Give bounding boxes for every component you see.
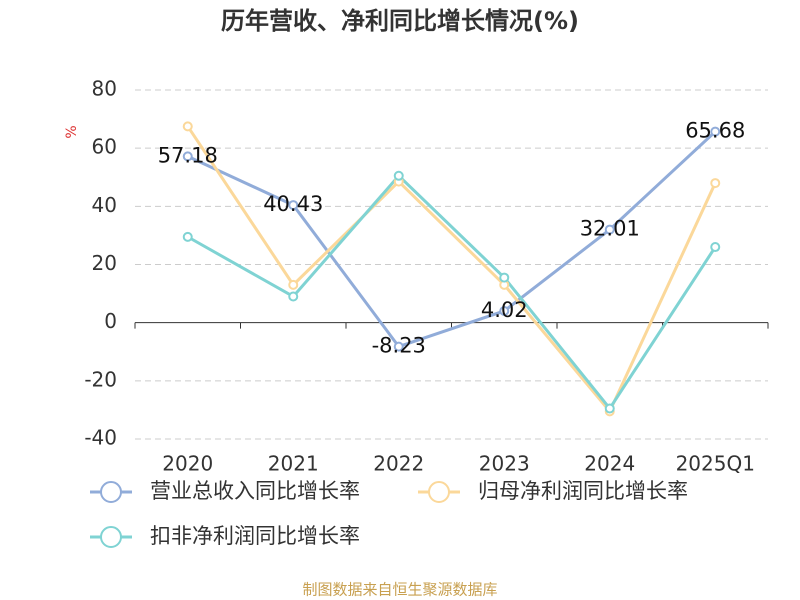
data-point xyxy=(288,291,299,302)
y-tick-label: 40 xyxy=(92,193,117,217)
series-line xyxy=(187,173,717,412)
y-tick-label: -20 xyxy=(84,367,117,391)
data-label: 57.18 xyxy=(158,143,218,167)
source-note: 制图数据来自恒生聚源数据库 xyxy=(302,581,497,599)
data-label: 32.01 xyxy=(580,217,640,241)
y-tick-label: 60 xyxy=(92,135,117,159)
x-tick-label: 2023 xyxy=(479,452,530,476)
y-tick-label: -40 xyxy=(84,426,117,450)
data-point xyxy=(288,200,299,211)
data-point xyxy=(182,121,193,132)
legend-label: 营业总收入同比增长率 xyxy=(150,479,360,503)
data-point xyxy=(604,403,615,414)
legend-marker xyxy=(100,481,122,503)
legend-label: 归母净利润同比增长率 xyxy=(478,479,688,503)
x-tick-label: 2020 xyxy=(162,452,213,476)
data-label: 4.02 xyxy=(481,298,528,322)
data-point xyxy=(182,231,193,242)
data-point xyxy=(499,305,510,316)
y-tick-label: 20 xyxy=(92,251,117,275)
x-tick-label: 2025Q1 xyxy=(676,452,755,476)
series-line xyxy=(187,130,717,349)
data-point xyxy=(710,126,721,137)
data-label: -8.23 xyxy=(372,334,426,358)
data-point xyxy=(710,178,721,189)
data-point xyxy=(288,279,299,290)
y-tick-label: 80 xyxy=(92,77,117,101)
legend-label: 扣非净利润同比增长率 xyxy=(150,524,360,548)
y-tick-label: 0 xyxy=(104,309,117,333)
x-tick-label: 2024 xyxy=(584,452,635,476)
x-tick-label: 2021 xyxy=(268,452,319,476)
legend-marker xyxy=(100,526,122,548)
data-point xyxy=(393,170,404,181)
data-label: 40.43 xyxy=(263,192,323,216)
data-point xyxy=(393,341,404,352)
series-line xyxy=(186,125,717,415)
data-point xyxy=(182,151,193,162)
data-point xyxy=(710,242,721,253)
x-tick-label: 2022 xyxy=(373,452,424,476)
y-axis-label: % xyxy=(64,125,80,138)
chart-title: 历年营收、净利同比增长情况(%) xyxy=(221,7,579,35)
legend-marker xyxy=(428,481,450,503)
data-point xyxy=(499,272,510,283)
data-label: 65.68 xyxy=(685,119,745,143)
data-point xyxy=(604,224,615,235)
